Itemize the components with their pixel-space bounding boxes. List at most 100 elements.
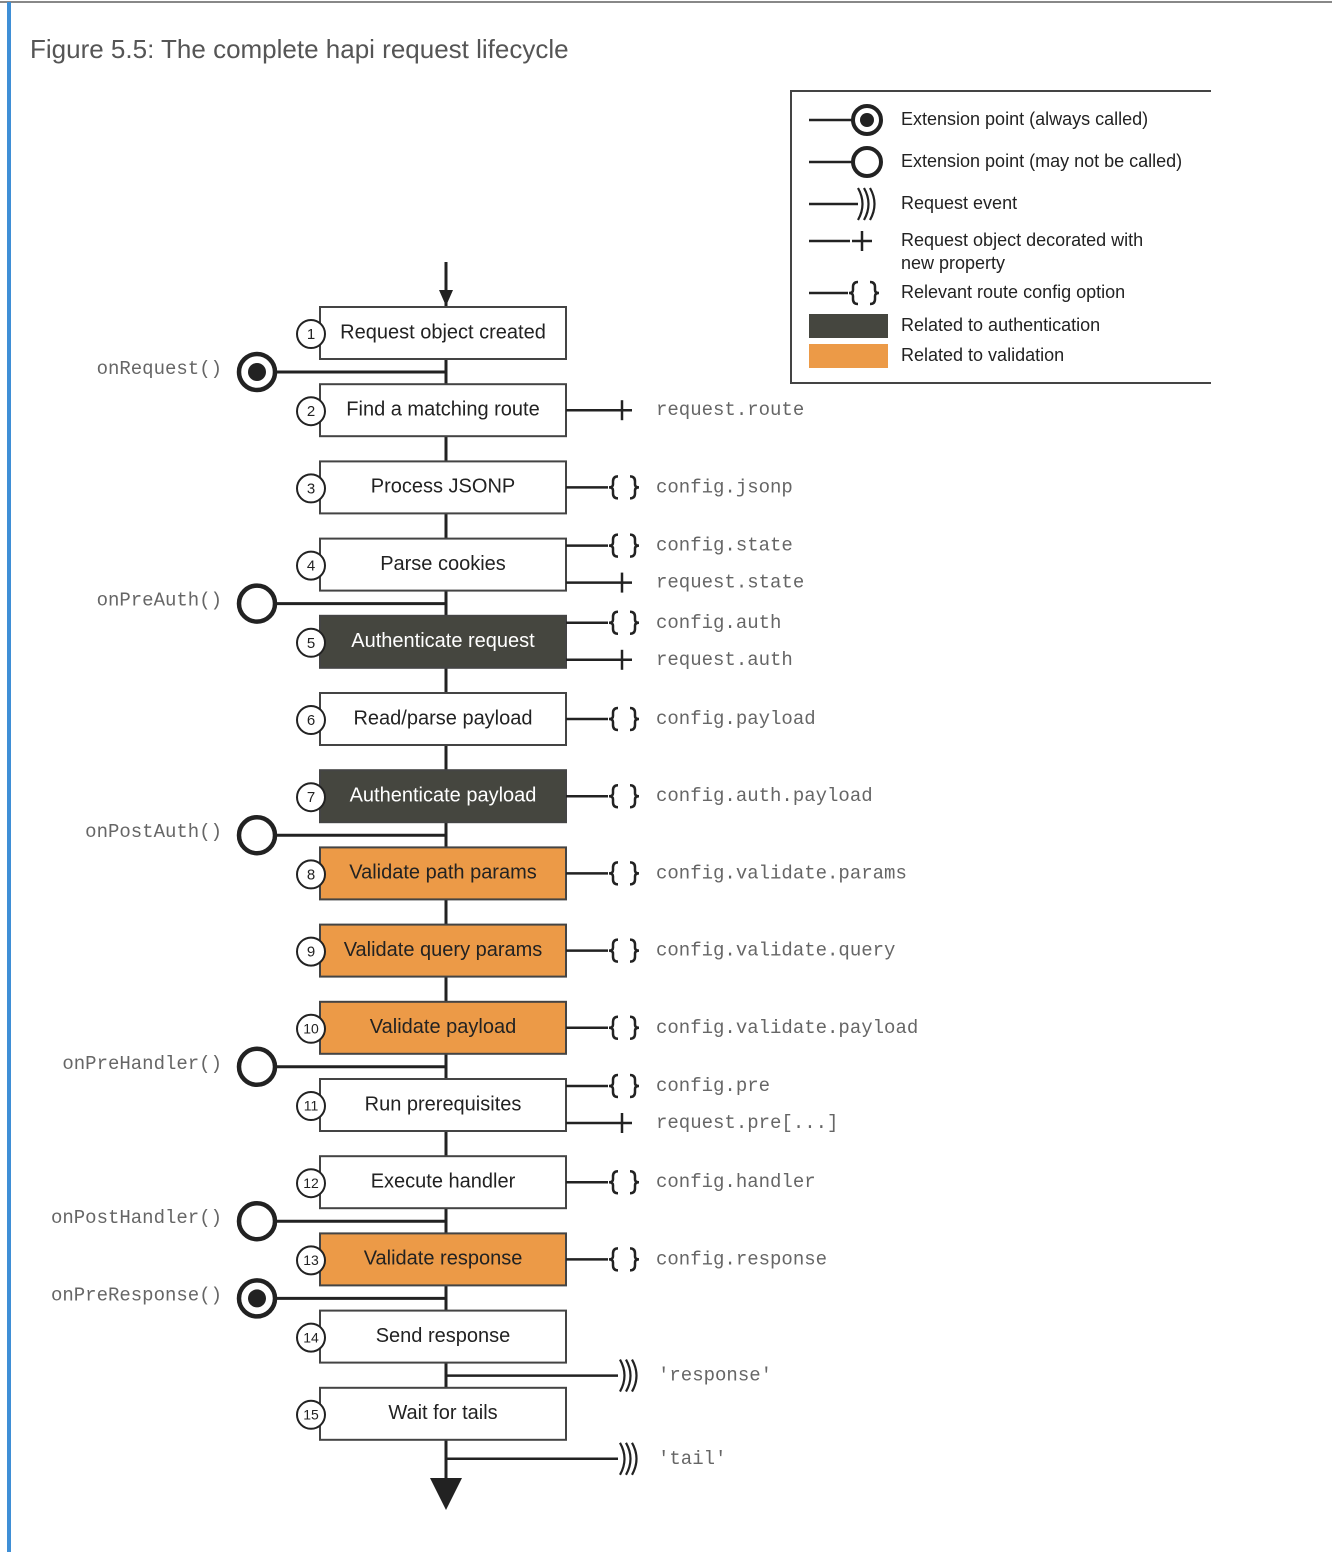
step-box	[319, 846, 567, 901]
brace-mark	[608, 706, 619, 732]
brace-mark	[629, 1073, 640, 1099]
route-option: config.jsonp	[656, 476, 793, 498]
step-number: 1	[307, 326, 315, 343]
brace-mark	[608, 1169, 619, 1195]
brace-mark	[629, 1169, 640, 1195]
step-box	[319, 537, 567, 592]
arrow-head	[439, 290, 453, 306]
route-option: config.validate.payload	[656, 1017, 918, 1039]
step-number-circle	[296, 473, 326, 504]
route-option: config.state	[656, 535, 793, 557]
event-mark	[869, 187, 876, 221]
hook-marker	[236, 1200, 278, 1242]
brace-mark	[608, 938, 619, 963]
legend-marker	[860, 113, 874, 127]
step-number-circle	[296, 550, 326, 581]
brace-mark	[608, 783, 619, 809]
step-box	[319, 1078, 567, 1132]
route-option: config.validate.params	[656, 862, 907, 884]
step-label: Parse cookies	[380, 553, 506, 575]
legend-label: Related to authentication	[901, 315, 1100, 335]
legend-label: Related to validation	[901, 345, 1064, 365]
route-option: request.pre[...]	[656, 1112, 838, 1134]
step-label: Validate path params	[349, 862, 537, 884]
hook-name: onPreHandler()	[62, 1053, 222, 1075]
step-label: Authenticate payload	[350, 784, 537, 806]
step-box	[319, 1386, 567, 1441]
brace-mark	[629, 1247, 640, 1272]
hook-name: onRequest()	[97, 358, 222, 380]
step-number: 11	[304, 1098, 319, 1114]
brace-mark	[608, 861, 619, 886]
step-box	[319, 1232, 567, 1287]
step-number: 4	[307, 558, 315, 575]
step-number: 8	[307, 866, 315, 883]
legend-label: Extension point (always called)	[901, 109, 1148, 129]
hook-marker	[248, 1289, 266, 1308]
legend-swatch	[809, 344, 888, 368]
step-number: 15	[303, 1407, 319, 1423]
brace-mark	[608, 533, 619, 558]
route-option: config.payload	[656, 708, 816, 730]
event-mark	[863, 187, 870, 221]
step-number-circle	[296, 936, 326, 967]
event-mark	[631, 1442, 638, 1476]
hook-name: onPostAuth()	[85, 821, 222, 843]
event-mark	[619, 1442, 626, 1476]
event-name: 'tail'	[658, 1448, 726, 1470]
hook-marker	[236, 583, 278, 624]
step-number: 13	[303, 1252, 319, 1268]
step-number-circle	[296, 1322, 326, 1353]
brace-mark	[629, 783, 640, 809]
step-label: Run prerequisites	[365, 1093, 522, 1115]
route-option: config.auth	[656, 612, 781, 634]
brace-mark	[629, 610, 640, 636]
brace-mark	[629, 706, 640, 732]
step-box	[319, 923, 567, 978]
brace-mark	[608, 1073, 619, 1099]
route-option: config.pre	[656, 1075, 770, 1097]
step-label: Validate payload	[370, 1016, 516, 1038]
step-box	[319, 1155, 567, 1210]
route-option: config.response	[656, 1248, 827, 1270]
hook-marker	[236, 1046, 278, 1088]
step-number-circle	[296, 1013, 326, 1044]
step-number: 6	[307, 712, 315, 729]
brace-mark	[629, 861, 640, 886]
step-label: Validate response	[364, 1248, 523, 1270]
step-number-circle	[296, 1091, 326, 1121]
legend-clip	[1211, 80, 1332, 390]
step-box	[319, 1309, 567, 1364]
brace-mark	[629, 475, 640, 500]
brace-mark	[608, 1015, 619, 1041]
brace-mark	[608, 475, 619, 500]
step-number: 12	[303, 1175, 319, 1191]
step-label: Process JSONP	[371, 476, 515, 498]
route-option: config.handler	[656, 1171, 816, 1193]
legend-label: Relevant route config option	[901, 282, 1125, 302]
step-number: 9	[307, 944, 315, 961]
brace-mark	[629, 1015, 640, 1041]
hook-name: onPostHandler()	[51, 1207, 222, 1229]
route-option: request.state	[656, 572, 804, 594]
event-mark	[625, 1359, 632, 1393]
arrow-head	[430, 1478, 462, 1510]
step-number-circle	[296, 627, 326, 658]
hook-marker	[248, 363, 266, 381]
step-label: Send response	[376, 1325, 511, 1347]
caption: Figure 5.5: The complete hapi request li…	[30, 34, 569, 64]
step-number-circle	[296, 782, 326, 813]
step-number-circle	[296, 396, 326, 427]
step-number: 5	[307, 635, 315, 652]
step-label: Execute handler	[371, 1170, 516, 1192]
step-number-circle	[296, 1399, 326, 1430]
step-label: Find a matching route	[346, 398, 539, 420]
step-label: Validate query params	[344, 939, 543, 961]
step-number-circle	[296, 319, 326, 349]
step-label: Wait for tails	[388, 1402, 497, 1424]
brace-mark	[869, 280, 880, 306]
step-label: Authenticate request	[351, 630, 535, 652]
event-name: 'response'	[658, 1365, 772, 1387]
